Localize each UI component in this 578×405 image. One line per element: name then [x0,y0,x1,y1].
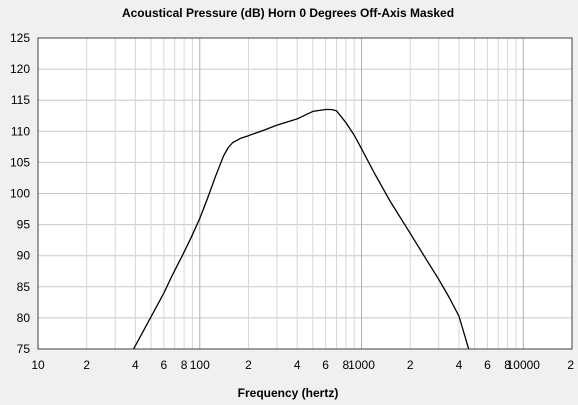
x-tick-label: 2 [83,358,90,372]
x-tick-label: 8 [343,358,350,372]
x-tick-label: 10000 [507,358,541,372]
y-tick-label: 90 [17,249,31,263]
y-tick-label: 110 [11,124,30,138]
y-tick-label: 95 [17,218,31,232]
x-tick-label: 8 [181,358,188,372]
x-tick-label: 6 [161,358,168,372]
grid-lines [38,38,572,349]
y-tick-label: 120 [10,62,30,76]
plot-frame [37,37,573,350]
x-tick-label: 2 [245,358,252,372]
x-tick-label: 8 [504,358,511,372]
chart-title: Acoustical Pressure (dB) Horn 0 Degrees … [122,6,454,20]
y-tick-label: 100 [10,187,30,201]
series-layer [133,108,470,350]
y-tick-label: 115 [11,93,30,107]
response-curve-line [133,108,470,350]
x-tick-label: 4 [456,358,463,372]
x-tick-label: 4 [294,358,301,372]
x-tick-label: 1000 [348,358,375,372]
x-tick-label: 4 [132,358,139,372]
x-tick-label: 6 [484,358,491,372]
y-axis-tick-labels: 75 80 85 90 95 100 105 110 115 120 125 [10,31,30,356]
x-tick-label: 10 [31,358,45,372]
y-tick-label: 105 [10,155,30,169]
x-tick-label: 6 [322,358,329,372]
y-tick-label: 85 [17,280,31,294]
x-tick-label: 2 [567,358,574,372]
x-tick-label: 100 [190,358,210,372]
y-tick-label: 80 [17,311,31,325]
x-tick-label: 2 [407,358,414,372]
y-tick-label: 125 [10,31,30,45]
x-axis-label: Frequency (hertz) [238,386,339,400]
y-tick-label: 75 [17,342,31,356]
